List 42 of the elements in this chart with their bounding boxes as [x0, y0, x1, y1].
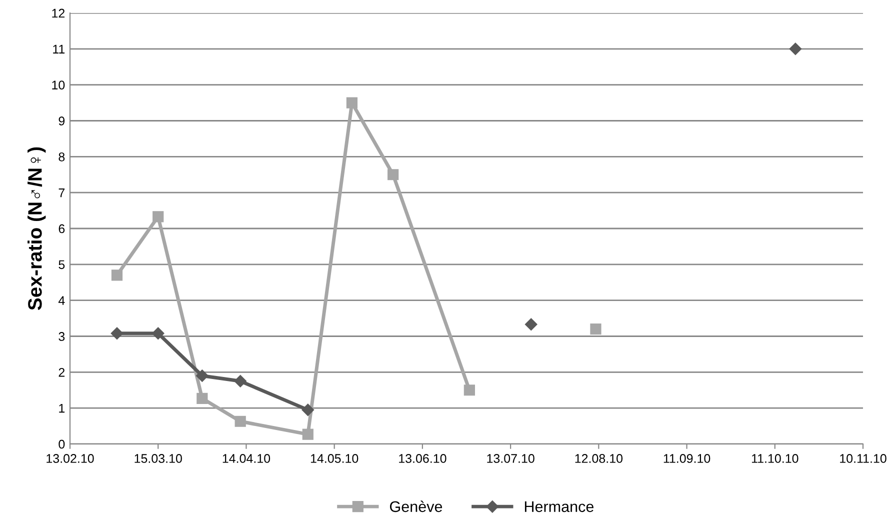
point: [525, 318, 538, 330]
y-tick-label: 10: [52, 80, 65, 90]
point: [302, 404, 314, 416]
x-tick-label: 11.09.10: [664, 454, 710, 463]
point: [196, 392, 208, 404]
y-tick-label: 9: [58, 116, 65, 126]
x-tick-label: 14.05.10: [310, 454, 358, 463]
legend-label: Hermance: [524, 501, 594, 512]
y-tick-label: 11: [53, 44, 65, 54]
x-tick-label: 14.04.10: [222, 454, 270, 463]
point: [388, 169, 399, 180]
x-tick-label: 15.03.10: [134, 454, 182, 463]
x-tick-label: 13.07.10: [487, 454, 534, 463]
point: [464, 384, 475, 396]
point: [152, 327, 164, 340]
x-tick-label: 12.08.10: [575, 454, 623, 463]
y-tick-label: 3: [58, 332, 65, 341]
point: [152, 211, 164, 222]
y-tick-label: 6: [58, 224, 65, 234]
x-tick-label: 10.11.10: [840, 454, 886, 463]
y-tick-label: 2: [58, 368, 65, 377]
y-tick-label: 5: [58, 260, 65, 270]
point: [110, 327, 124, 340]
y-tick-label: 1: [59, 404, 65, 413]
point: [234, 416, 246, 427]
x-tick-label: 13.06.10: [399, 454, 446, 463]
point: [234, 375, 246, 388]
point: [111, 270, 123, 281]
legend-label: Genève: [390, 500, 442, 512]
y-tick-label: 4: [58, 296, 65, 305]
y-axis-title: Sex-ratio (N♂/N♀): [28, 147, 46, 310]
point: [590, 324, 602, 335]
y-tick-label: 0: [58, 440, 65, 449]
x-tick-label: 11.10.10: [752, 454, 798, 463]
y-tick-label: 7: [58, 188, 65, 198]
point: [196, 370, 208, 382]
point: [789, 42, 802, 56]
y-tick-label: 8: [58, 152, 65, 162]
point: [302, 428, 314, 440]
y-tick-label: 12: [52, 8, 65, 18]
x-tick-label: 13.02.10: [46, 454, 94, 463]
point: [346, 97, 358, 108]
